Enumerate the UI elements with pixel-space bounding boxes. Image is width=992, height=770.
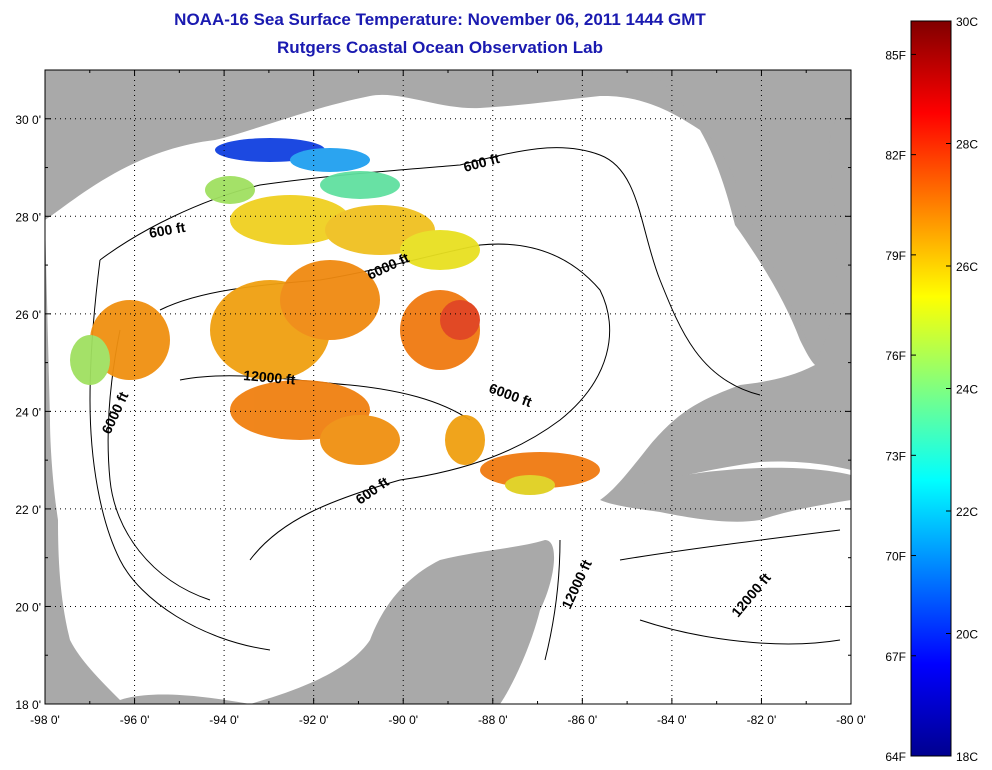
colorbar-celsius-label: 30C — [956, 15, 978, 29]
yucatan-land — [250, 540, 555, 704]
x-tick-label: -84 0' — [657, 713, 687, 727]
colorbar-fahrenheit-label: 64F — [885, 750, 906, 764]
colorbar-fahrenheit-labels: 85F 82F 79F 76F 73F 70F 67F 64F — [885, 48, 916, 764]
colorbar-fahrenheit-label: 85F — [885, 48, 906, 62]
x-tick-label: -92 0' — [299, 713, 329, 727]
cuba-land — [600, 467, 851, 522]
grid — [45, 70, 851, 704]
colorbar-celsius-label: 18C — [956, 750, 978, 764]
y-tick-label: 28 0' — [15, 210, 41, 224]
colorbar-fahrenheit-label: 76F — [885, 349, 906, 363]
x-axis: -98 0' -96 0' -94 0' -92 0' -90 0' -88 0' -86 … — [30, 70, 866, 727]
x-tick-label: -82 0' — [747, 713, 777, 727]
y-tick-label: 30 0' — [15, 113, 41, 127]
colorbar-fahrenheit-label: 70F — [885, 550, 906, 564]
x-tick-label: -94 0' — [209, 713, 239, 727]
x-tick-label: -96 0' — [120, 713, 150, 727]
map-title: NOAA-16 Sea Surface Temperature: Novembe… — [174, 10, 706, 29]
x-tick-label: -98 0' — [30, 713, 60, 727]
map-area: 600 ft 600 ft 600 ft 6000 ft 6000 ft 600… — [45, 70, 851, 704]
x-tick-label: -88 0' — [478, 713, 508, 727]
map-subtitle: Rutgers Coastal Ocean Observation Lab — [277, 38, 603, 57]
y-tick-label: 18 0' — [15, 698, 41, 712]
sst-data — [70, 138, 600, 495]
contour-label: 12000 ft — [243, 367, 297, 388]
colorbar-celsius-label: 24C — [956, 383, 978, 397]
colorbar-fahrenheit-label: 79F — [885, 249, 906, 263]
colorbar-fahrenheit-label: 82F — [885, 149, 906, 163]
x-tick-label: -90 0' — [388, 713, 418, 727]
contour-label: 600 ft — [148, 219, 187, 241]
colorbar — [910, 20, 952, 757]
x-tick-label: -80 0' — [836, 713, 866, 727]
y-tick-label: 20 0' — [15, 600, 41, 614]
colorbar-celsius-label: 20C — [956, 628, 978, 642]
colorbar-celsius-labels: 30C 28C 26C 24C 22C 20C 18C — [946, 15, 978, 764]
colorbar-celsius-label: 22C — [956, 505, 978, 519]
y-axis: 30 0' 28 0' 26 0' 24 0' 22 0' 20 0' 18 0' — [15, 69, 851, 712]
colorbar-fahrenheit-label: 67F — [885, 650, 906, 664]
colorbar-celsius-label: 28C — [956, 138, 978, 152]
y-tick-label: 22 0' — [15, 503, 41, 517]
colorbar-fahrenheit-label: 73F — [885, 449, 906, 463]
y-tick-label: 24 0' — [15, 405, 41, 419]
x-tick-label: -86 0' — [568, 713, 598, 727]
y-tick-label: 26 0' — [15, 308, 41, 322]
colorbar-celsius-label: 26C — [956, 260, 978, 274]
